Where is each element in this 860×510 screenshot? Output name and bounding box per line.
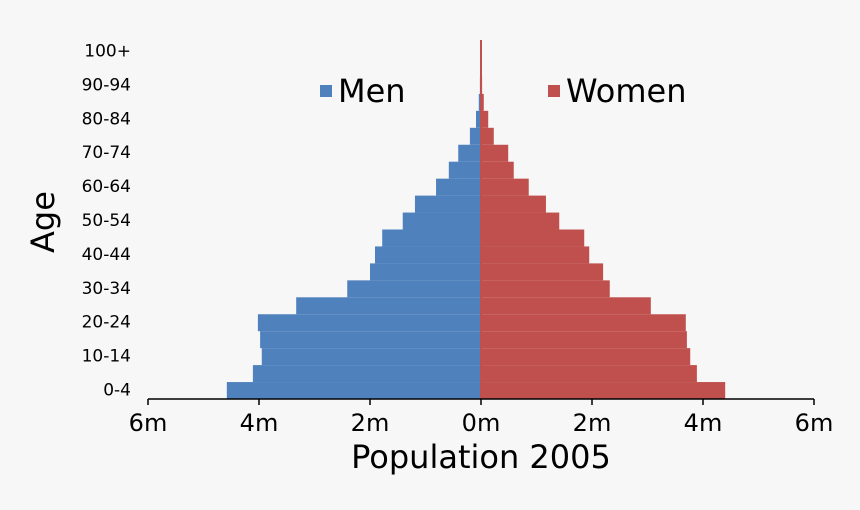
- x-tick-label: 4m: [684, 409, 723, 437]
- bar: [481, 212, 560, 230]
- bar: [469, 127, 481, 145]
- bar: [448, 161, 481, 179]
- bar: [481, 280, 610, 298]
- y-tick-label: 90-94: [82, 75, 131, 95]
- bar: [370, 263, 481, 281]
- y-tick-label: 60-64: [82, 177, 131, 197]
- x-tick-label: 2m: [351, 409, 390, 437]
- bar: [382, 229, 481, 247]
- bar: [261, 348, 481, 366]
- bar: [481, 178, 529, 196]
- bar: [481, 246, 590, 264]
- bar: [478, 93, 481, 111]
- x-tick-label: 2m: [573, 409, 612, 437]
- legend-label: Women: [566, 72, 686, 110]
- bar: [481, 348, 691, 366]
- bar: [347, 280, 481, 298]
- y-tick-label: 50-54: [82, 211, 131, 231]
- bar: [458, 144, 481, 162]
- bar: [481, 229, 585, 247]
- bar: [481, 195, 546, 213]
- y-tick-label: 0-4: [103, 381, 131, 401]
- bar: [481, 127, 494, 145]
- y-tick-label: 30-34: [82, 279, 131, 299]
- bar: [252, 365, 481, 383]
- bar: [476, 110, 481, 128]
- y-tick-label: 10-14: [82, 347, 131, 367]
- bar: [402, 212, 481, 230]
- legend-label: Men: [338, 72, 406, 110]
- bar: [481, 297, 651, 315]
- y-tick-label: 80-84: [82, 109, 131, 129]
- bar: [481, 263, 604, 281]
- bar: [481, 331, 687, 349]
- y-tick-label: 100+: [84, 42, 131, 62]
- bar: [226, 382, 481, 399]
- x-axis-label: Population 2005: [351, 438, 611, 476]
- bar: [481, 382, 726, 399]
- legend-swatch: [548, 85, 560, 97]
- bar: [414, 195, 481, 213]
- bar: [260, 331, 481, 349]
- legend-swatch: [320, 85, 332, 97]
- bar: [481, 93, 484, 111]
- bar: [481, 144, 509, 162]
- bar: [481, 110, 489, 128]
- bar: [481, 365, 697, 383]
- y-axis-label: Age: [24, 191, 62, 253]
- x-tick-label: 6m: [795, 409, 834, 437]
- bar: [296, 297, 481, 315]
- bar: [436, 178, 481, 196]
- y-tick-label: 20-24: [82, 313, 131, 333]
- bar: [257, 314, 481, 332]
- x-tick-label: 0m: [462, 409, 501, 437]
- y-tick-label: 40-44: [82, 245, 131, 265]
- bar: [481, 161, 514, 179]
- bar: [481, 314, 686, 332]
- y-tick-label: 70-74: [82, 143, 131, 163]
- x-tick-label: 4m: [240, 409, 279, 437]
- bar: [374, 246, 481, 264]
- x-tick-label: 6m: [129, 409, 168, 437]
